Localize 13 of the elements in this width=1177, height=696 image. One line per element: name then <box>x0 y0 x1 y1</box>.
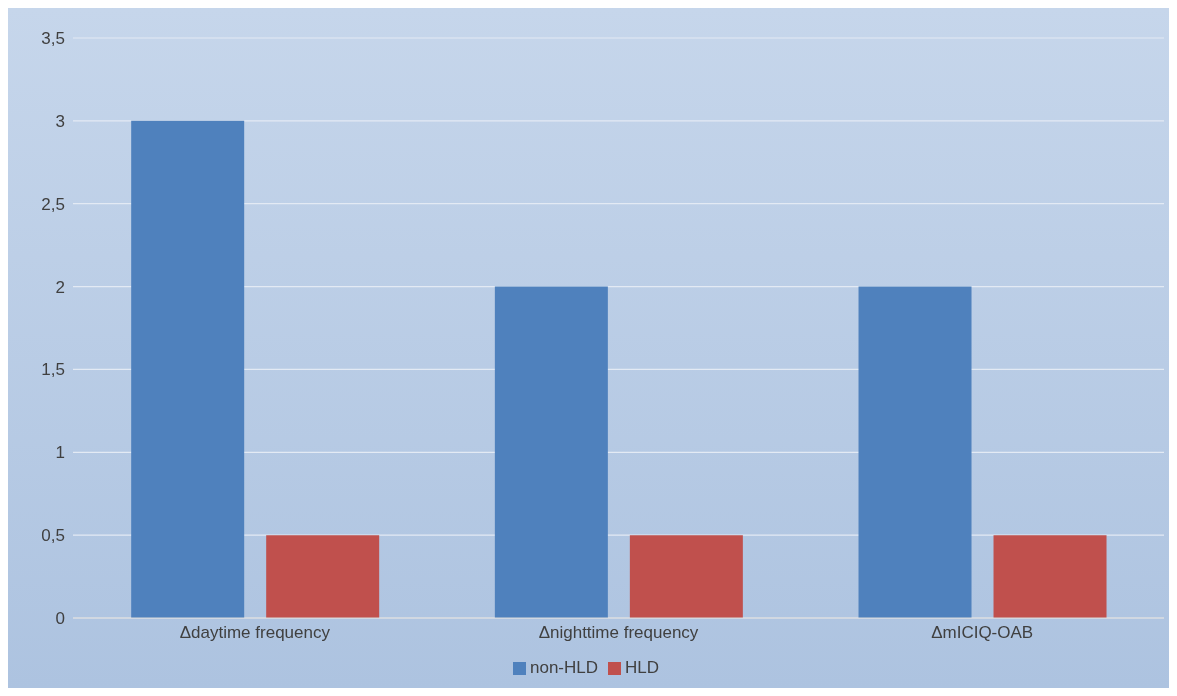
x-tick-label: Δnighttime frequency <box>538 623 699 643</box>
y-tick-label: 3,5 <box>41 29 65 49</box>
y-tick-label: 1,5 <box>41 360 65 380</box>
x-tick-label: Δdaytime frequency <box>179 623 331 643</box>
x-tick-label: ΔmICIQ-OAB <box>931 623 1034 643</box>
y-tick-label: 3 <box>55 111 65 131</box>
legend-label: HLD <box>625 658 660 677</box>
y-tick-label: 0,5 <box>41 526 65 546</box>
legend-label: non-HLD <box>529 658 599 677</box>
y-tick-label: 2 <box>55 277 65 297</box>
y-tick-label: 0 <box>55 609 65 629</box>
y-tick-label: 2,5 <box>41 194 65 214</box>
y-tick-label: 1 <box>55 443 65 463</box>
